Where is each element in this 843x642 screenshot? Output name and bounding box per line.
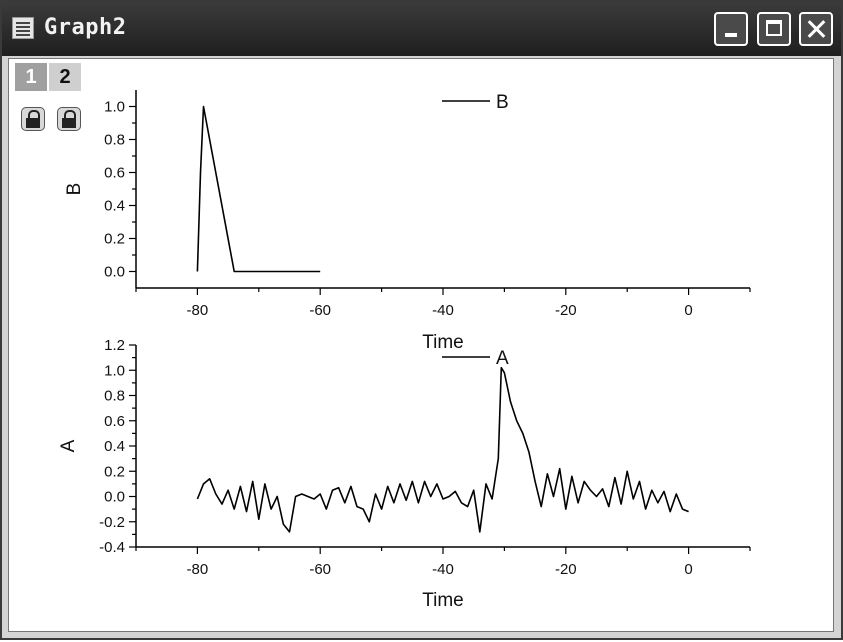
layer2-legend-label: A bbox=[496, 348, 509, 369]
layer2-y-tick-label: 1.0 bbox=[104, 362, 125, 379]
layer2-y-tick-label: 0.6 bbox=[104, 413, 125, 430]
layer2-y-tick-label: 0.2 bbox=[104, 463, 125, 480]
layer1-y-tick-label: 0.0 bbox=[104, 264, 125, 281]
maximize-button[interactable] bbox=[757, 12, 791, 46]
layer2-series-line-A bbox=[196, 366, 689, 533]
layer2-y-tick-label: -0.2 bbox=[99, 514, 125, 531]
layer2-x-tick-label: -40 bbox=[432, 561, 454, 578]
layer1-y-tick-label: 0.4 bbox=[104, 198, 125, 215]
graph-window-icon[interactable] bbox=[12, 17, 34, 39]
layer1-x-tick-label: -60 bbox=[309, 302, 331, 319]
layer2-x-tick-label: 0 bbox=[684, 561, 692, 578]
layer1-x-tick-label: -20 bbox=[555, 302, 577, 319]
layer2-y-tick-label: 1.2 bbox=[104, 337, 125, 354]
layer1-x-tick-label: -80 bbox=[187, 302, 209, 319]
layer1-y-tick-label: 0.8 bbox=[104, 132, 125, 149]
layer2-y-tick-label: 0.0 bbox=[104, 489, 125, 506]
layer-tab-2[interactable]: 2 bbox=[49, 63, 81, 91]
layer2-x-tick-label: -80 bbox=[187, 561, 209, 578]
minimize-button[interactable] bbox=[714, 12, 748, 46]
layer2-y-axis-title: A bbox=[58, 439, 79, 452]
layer1-y-tick-label: 0.6 bbox=[104, 165, 125, 182]
graph-page: 1 2 bbox=[8, 58, 834, 632]
layer2-y-tick-label: -0.4 bbox=[99, 539, 125, 556]
close-button[interactable] bbox=[799, 12, 833, 46]
title-bar[interactable]: Graph2 bbox=[2, 2, 841, 56]
layer1-y-tick-label: 0.2 bbox=[104, 231, 125, 248]
layer1-legend-label: B bbox=[496, 92, 509, 113]
layer1-y-tick-label: 1.0 bbox=[104, 99, 125, 116]
layer2-x-axis-title: Time bbox=[422, 590, 464, 611]
layer2-x-tick-label: -60 bbox=[309, 561, 331, 578]
layer1-x-tick-label: -40 bbox=[432, 302, 454, 319]
layer-tab-1[interactable]: 1 bbox=[15, 63, 47, 91]
layer1-y-axis-title: B bbox=[64, 183, 85, 196]
layer1-x-axis-title: Time bbox=[422, 332, 464, 353]
layer2-x-tick-label: -20 bbox=[555, 561, 577, 578]
window-title: Graph2 bbox=[44, 15, 127, 40]
layer2-y-tick-label: 0.4 bbox=[104, 438, 125, 455]
padlock-icon[interactable] bbox=[57, 107, 81, 131]
layer1-x-tick-label: 0 bbox=[684, 302, 692, 319]
padlock-icon[interactable] bbox=[21, 107, 45, 131]
layer2-y-tick-label: 0.8 bbox=[104, 388, 125, 405]
layer1-series-line-B bbox=[196, 105, 321, 273]
